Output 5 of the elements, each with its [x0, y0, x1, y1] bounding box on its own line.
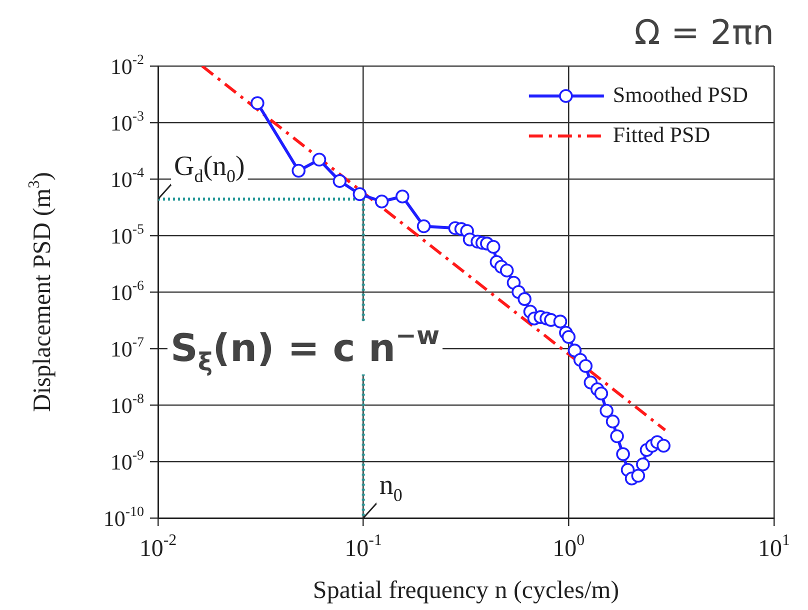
x-axis-title: Spatial frequency n (cycles/m) [312, 577, 620, 604]
text: Ω = 2πn [634, 13, 774, 53]
legend-label: Smoothed PSD [612, 82, 748, 107]
legend-label: Fitted PSD [612, 122, 710, 147]
y-axis-title: Displacement PSD (m3) [26, 172, 56, 412]
